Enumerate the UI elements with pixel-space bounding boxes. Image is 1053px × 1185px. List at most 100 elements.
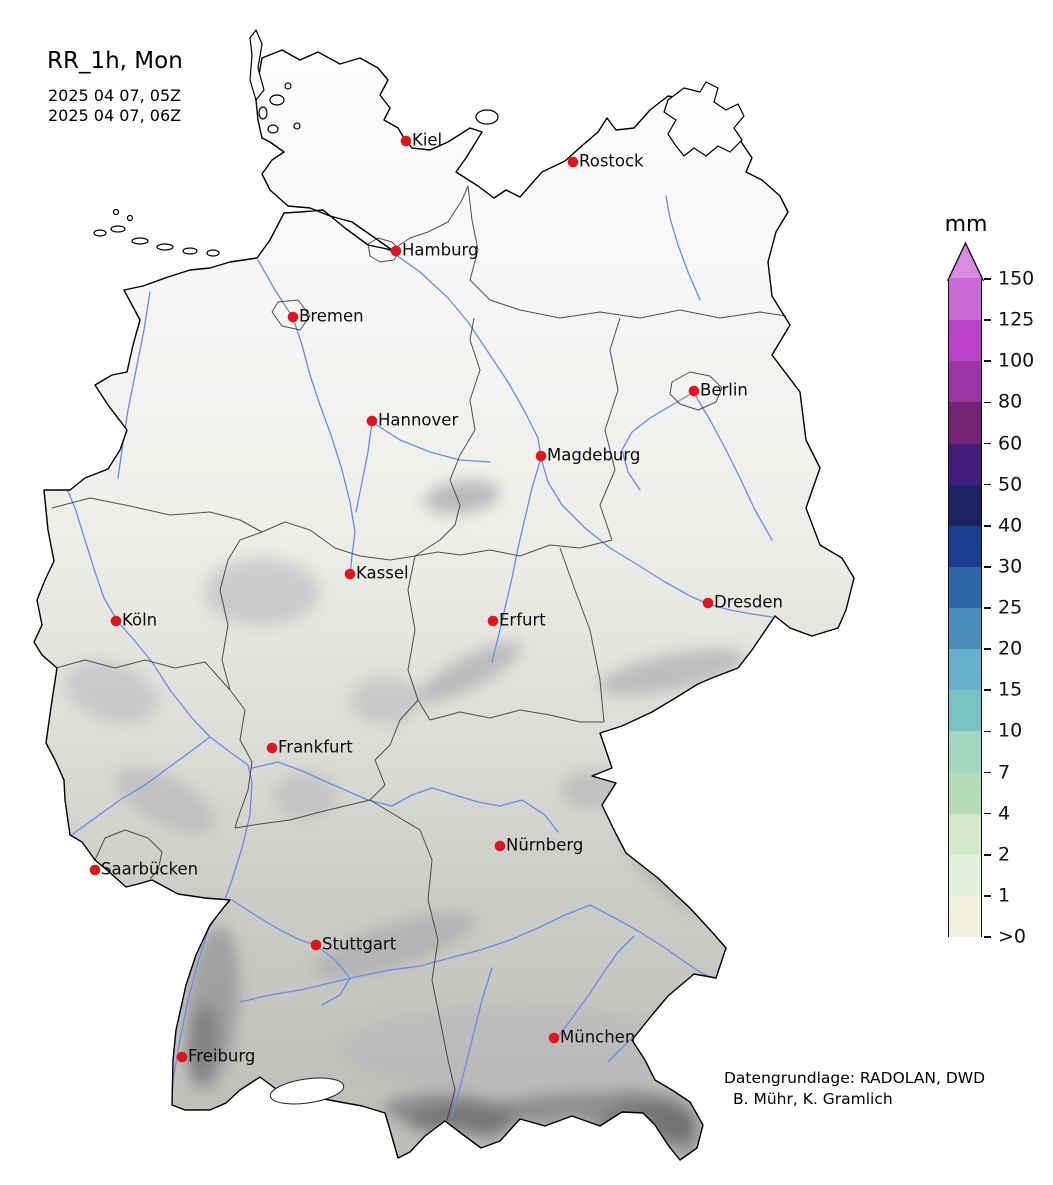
colorbar-tick	[984, 895, 991, 897]
city-label: Freiburg	[188, 1046, 256, 1066]
start-time: 2025 04 07, 05Z	[48, 86, 182, 105]
valid-time-range: 2025 04 07, 05Z 2025 04 07, 06Z	[48, 86, 181, 126]
colorbar-tick-label: 50	[998, 473, 1023, 496]
colorbar-segment	[949, 483, 981, 526]
data-source-line: Datengrundlage: RADOLAN, DWD	[724, 1069, 986, 1087]
city-marker	[548, 1032, 560, 1044]
colorbar-tick-label: 25	[998, 596, 1023, 619]
colorbar-segment	[949, 853, 981, 896]
colorbar-tick	[984, 401, 991, 404]
city-label: Magdeburg	[547, 445, 641, 465]
city-label: Köln	[122, 610, 158, 630]
colorbar-segment	[949, 524, 981, 567]
colorbar-tick-label: 100	[998, 349, 1035, 372]
city-label: Dresden	[714, 592, 783, 612]
city-marker	[535, 450, 547, 462]
city-marker	[494, 840, 506, 852]
city-marker	[89, 864, 101, 876]
colorbar-tick	[984, 648, 991, 650]
city-label: Berlin	[700, 380, 748, 400]
colorbar-segment	[949, 648, 981, 691]
terrain-shading	[65, 480, 746, 1158]
colorbar-tick	[984, 442, 991, 445]
colorbar-segment	[949, 360, 981, 403]
city-label: Bremen	[299, 306, 364, 326]
colorbar-tick-label: 150	[998, 267, 1035, 290]
colorbar-tick	[984, 566, 991, 568]
colorbar-segment	[949, 565, 981, 608]
colorbar-overflow-arrow	[946, 241, 985, 281]
city-label: Hannover	[378, 410, 459, 430]
colorbar-segment	[949, 442, 981, 485]
colorbar-segment	[949, 689, 981, 732]
city-label: Stuttgart	[322, 934, 397, 954]
colorbar-segment	[949, 278, 981, 321]
city-label: Hamburg	[402, 240, 479, 260]
city-label: Frankfurt	[278, 737, 353, 757]
colorbar-unit-label: mm	[944, 212, 988, 237]
city-marker	[487, 615, 499, 627]
colorbar-tick-label: >0	[998, 925, 1027, 948]
rivers	[51, 195, 773, 1117]
city-label: Erfurt	[499, 610, 546, 630]
colorbar-tick-label: 30	[998, 555, 1023, 578]
end-time: 2025 04 07, 06Z	[48, 106, 182, 125]
colorbar-tick-label: 2	[998, 843, 1011, 866]
city-marker	[688, 385, 700, 397]
colorbar-tick	[984, 483, 991, 486]
colorbar-tick	[984, 730, 991, 733]
colorbar-segment	[949, 812, 981, 855]
city-marker	[110, 615, 122, 627]
city-marker	[344, 568, 356, 580]
city-marker	[310, 939, 322, 951]
colorbar-tick	[984, 278, 991, 280]
city-label: Kiel	[412, 130, 443, 150]
colorbar-tick-label: 60	[998, 432, 1023, 455]
colorbar-segment	[949, 771, 981, 814]
city-label: München	[560, 1027, 636, 1047]
city-label: Nürnberg	[506, 835, 584, 855]
colorbar-tick-label: 80	[998, 390, 1023, 413]
city-markers	[89, 135, 714, 1063]
colorbar-tick-label: 125	[998, 308, 1035, 331]
city-label: Rostock	[579, 151, 644, 171]
colorbar-tick	[984, 360, 991, 363]
city-marker	[266, 742, 278, 754]
colorbar-segment	[949, 319, 981, 362]
colorbar-segment	[949, 607, 981, 650]
colorbar-tick-label: 40	[998, 514, 1023, 537]
city-label: Saarbücken	[101, 859, 199, 879]
city-marker	[176, 1051, 188, 1063]
colorbar-tick	[984, 853, 991, 856]
colorbar-tick-label: 15	[998, 678, 1023, 701]
colorbar-tick-label: 10	[998, 719, 1023, 742]
colorbar-tick	[984, 812, 991, 815]
authors-line: B. Mühr, K. Gramlich	[733, 1090, 893, 1108]
city-marker	[390, 245, 402, 257]
colorbar-tick-label: 4	[998, 802, 1011, 825]
colorbar-segment	[949, 894, 981, 937]
colorbar	[948, 278, 982, 937]
city-marker	[567, 156, 579, 168]
colorbar-tick	[984, 319, 991, 321]
colorbar-tick	[984, 936, 991, 938]
city-marker	[366, 415, 378, 427]
colorbar-segment	[949, 401, 981, 444]
colorbar-tick-label: 1	[998, 884, 1011, 907]
colorbar-tick-label: 7	[998, 761, 1011, 784]
colorbar-tick	[984, 607, 991, 609]
colorbar-tick	[984, 689, 991, 692]
page-title: RR_1h, Mon	[47, 48, 183, 74]
colorbar-tick	[984, 771, 991, 774]
city-label: Kassel	[356, 563, 409, 583]
city-marker	[702, 597, 714, 609]
city-marker	[287, 311, 299, 323]
colorbar-tick-label: 20	[998, 637, 1023, 660]
attribution: Datengrundlage: RADOLAN, DWD B. Mühr, K.…	[724, 1068, 985, 1110]
colorbar-tick	[984, 524, 991, 527]
colorbar-segment	[949, 730, 981, 773]
lake-constance	[269, 1077, 345, 1105]
state-borders	[51, 185, 787, 1121]
